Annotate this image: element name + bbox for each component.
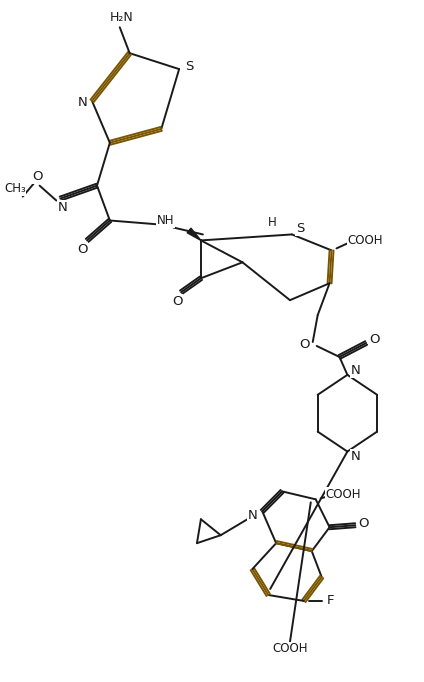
Text: F: F: [327, 595, 334, 608]
Text: COOH: COOH: [272, 642, 308, 655]
Text: O: O: [32, 170, 43, 183]
Text: H₂N: H₂N: [110, 11, 134, 24]
Text: S: S: [185, 59, 193, 72]
Text: O: O: [300, 338, 310, 351]
Text: S: S: [296, 222, 304, 235]
Text: CH₃: CH₃: [4, 182, 26, 195]
Text: N: N: [248, 509, 257, 522]
Text: O: O: [77, 243, 87, 256]
Polygon shape: [187, 228, 201, 241]
Text: NH: NH: [156, 214, 174, 227]
Text: H: H: [268, 216, 276, 229]
Text: O: O: [358, 517, 368, 530]
Text: O: O: [172, 295, 182, 308]
Text: N: N: [77, 96, 87, 110]
Text: N: N: [58, 201, 67, 214]
Text: COOH: COOH: [347, 234, 383, 247]
Text: N: N: [350, 364, 360, 377]
Text: N: N: [350, 450, 360, 463]
Text: COOH: COOH: [326, 488, 361, 501]
Text: O: O: [369, 333, 379, 346]
